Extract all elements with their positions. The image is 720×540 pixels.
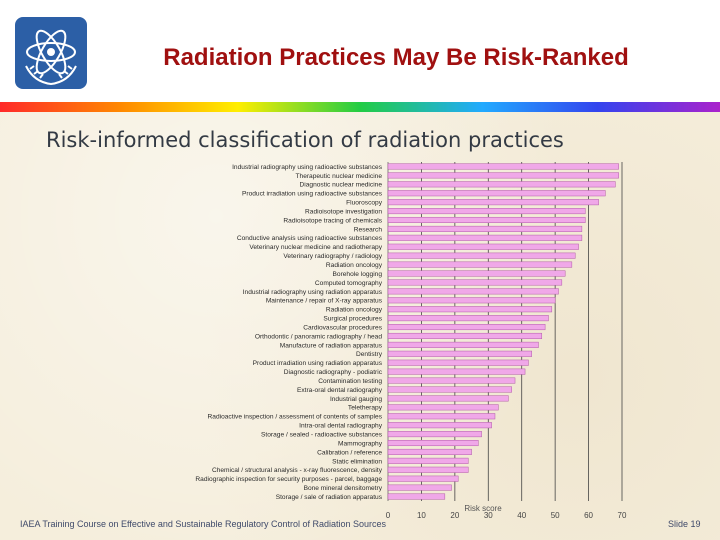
bar bbox=[387, 270, 566, 277]
slide-header: Radiation Practices May Be Risk-Ranked bbox=[0, 0, 720, 102]
bar bbox=[387, 377, 516, 384]
category-label: Industrial radiography using radioactive… bbox=[232, 164, 383, 171]
bar bbox=[387, 181, 616, 188]
category-label: Product irradiation using radiation appa… bbox=[253, 360, 383, 367]
bar bbox=[387, 261, 573, 268]
category-label-layer: Industrial radiography using radioactive… bbox=[195, 164, 382, 501]
category-label: Conductive analysis using radioactive su… bbox=[237, 235, 383, 242]
bar bbox=[387, 297, 556, 304]
category-label: Static elimination bbox=[332, 458, 382, 465]
bar bbox=[387, 306, 553, 313]
category-label: Diagnostic radiography - podiatric bbox=[284, 369, 383, 376]
category-label: Veterinary nuclear medicine and radiothe… bbox=[249, 244, 382, 251]
bar bbox=[387, 279, 563, 286]
category-label: Bone mineral densitometry bbox=[304, 485, 383, 492]
bar bbox=[387, 332, 543, 339]
bar bbox=[387, 208, 586, 215]
category-label: Fluoroscopy bbox=[346, 200, 383, 207]
category-label: Product irradiation using radioactive su… bbox=[242, 191, 383, 198]
bar bbox=[387, 484, 452, 491]
bar bbox=[387, 395, 509, 402]
bar bbox=[387, 493, 446, 500]
slide-subtitle: Risk-informed classification of radiatio… bbox=[46, 128, 564, 152]
footer-text: IAEA Training Course on Effective and Su… bbox=[20, 519, 387, 529]
category-label: Radioisotope tracing of chemicals bbox=[283, 217, 382, 224]
bar bbox=[387, 368, 526, 375]
category-label: Teletherapy bbox=[348, 405, 383, 412]
category-label: Dentistry bbox=[356, 351, 383, 358]
risk-ranking-chart: Industrial radiography using radioactive… bbox=[0, 162, 720, 530]
bar bbox=[387, 315, 549, 322]
bar bbox=[387, 422, 492, 429]
category-label: Manufacture of radiation apparatus bbox=[280, 342, 383, 349]
bar-layer bbox=[387, 163, 619, 500]
category-label: Cardiovascular procedures bbox=[303, 324, 382, 331]
x-tick-label: 10 bbox=[417, 511, 426, 520]
x-tick-label: 70 bbox=[618, 511, 627, 520]
x-tick-label: 0 bbox=[386, 511, 391, 520]
bar bbox=[387, 216, 586, 224]
rainbow-divider bbox=[0, 102, 720, 112]
bar bbox=[387, 404, 499, 411]
bar bbox=[387, 243, 579, 250]
slide-title: Radiation Practices May Be Risk-Ranked bbox=[163, 44, 629, 71]
bar bbox=[387, 288, 559, 295]
category-label: Radiographic inspection for security pur… bbox=[195, 476, 382, 483]
category-label: Industrial radiography using radiation a… bbox=[243, 289, 383, 296]
bar bbox=[387, 466, 469, 473]
bar bbox=[387, 350, 532, 357]
category-label: Contamination testing bbox=[318, 378, 382, 385]
category-label: Radiation oncology bbox=[326, 262, 383, 269]
x-tick-label: 60 bbox=[584, 511, 593, 520]
category-label: Industrial gauging bbox=[330, 396, 382, 403]
bar bbox=[387, 431, 482, 438]
x-tick-label: 40 bbox=[517, 511, 526, 520]
bar bbox=[387, 448, 472, 455]
category-label: Computed tomography bbox=[315, 280, 383, 287]
category-label: Storage / sealed - radioactive substance… bbox=[261, 431, 383, 438]
category-label: Orthodontic / panoramic radiography / he… bbox=[255, 333, 383, 340]
category-label: Radioisotope investigation bbox=[305, 208, 382, 215]
category-label: Chemical / structural analysis - x-ray f… bbox=[212, 467, 383, 474]
bar bbox=[387, 341, 539, 348]
bar bbox=[387, 190, 606, 197]
slide-number: Slide 19 bbox=[668, 519, 701, 529]
bar bbox=[387, 359, 529, 366]
bar bbox=[387, 413, 496, 420]
tick-label-layer: 0 10 20 30 40 50 60 70 bbox=[386, 511, 627, 520]
category-label: Storage / sale of radiation apparatus bbox=[276, 494, 383, 501]
iaea-logo-icon bbox=[14, 16, 88, 90]
bar bbox=[387, 386, 512, 393]
bar bbox=[387, 439, 479, 447]
category-label: Borehole logging bbox=[333, 271, 383, 278]
category-label: Extra-oral dental radiography bbox=[297, 387, 383, 394]
x-tick-label: 30 bbox=[484, 511, 493, 520]
category-label: Mammography bbox=[338, 440, 383, 447]
bar bbox=[387, 199, 599, 206]
x-axis-label: Risk score bbox=[464, 504, 502, 513]
bar bbox=[387, 172, 619, 179]
bar bbox=[387, 234, 583, 241]
bar bbox=[387, 475, 459, 482]
category-label: Therapeutic nuclear medicine bbox=[296, 173, 383, 180]
category-label: Intra-oral dental radiography bbox=[299, 423, 383, 430]
x-tick-label: 50 bbox=[551, 511, 560, 520]
bar bbox=[387, 252, 576, 259]
category-label: Research bbox=[354, 226, 383, 233]
bar bbox=[387, 457, 469, 464]
bar bbox=[387, 324, 546, 331]
category-label: Radioactive inspection / assessment of c… bbox=[208, 414, 383, 421]
category-label: Surgical procedures bbox=[323, 316, 382, 323]
bar bbox=[387, 225, 583, 232]
category-label: Diagnostic nuclear medicine bbox=[300, 182, 383, 189]
category-label: Calibration / reference bbox=[317, 449, 382, 456]
category-label: Veterinary radiography / radiology bbox=[283, 253, 382, 260]
category-label: Radiation oncology bbox=[326, 307, 383, 314]
category-label: Maintenance / repair of X-ray apparatus bbox=[266, 298, 383, 305]
x-tick-label: 20 bbox=[450, 511, 459, 520]
bar bbox=[387, 163, 619, 170]
iaea-logo-graphic bbox=[15, 17, 87, 89]
chart-svg: Industrial radiography using radioactive… bbox=[195, 162, 627, 520]
